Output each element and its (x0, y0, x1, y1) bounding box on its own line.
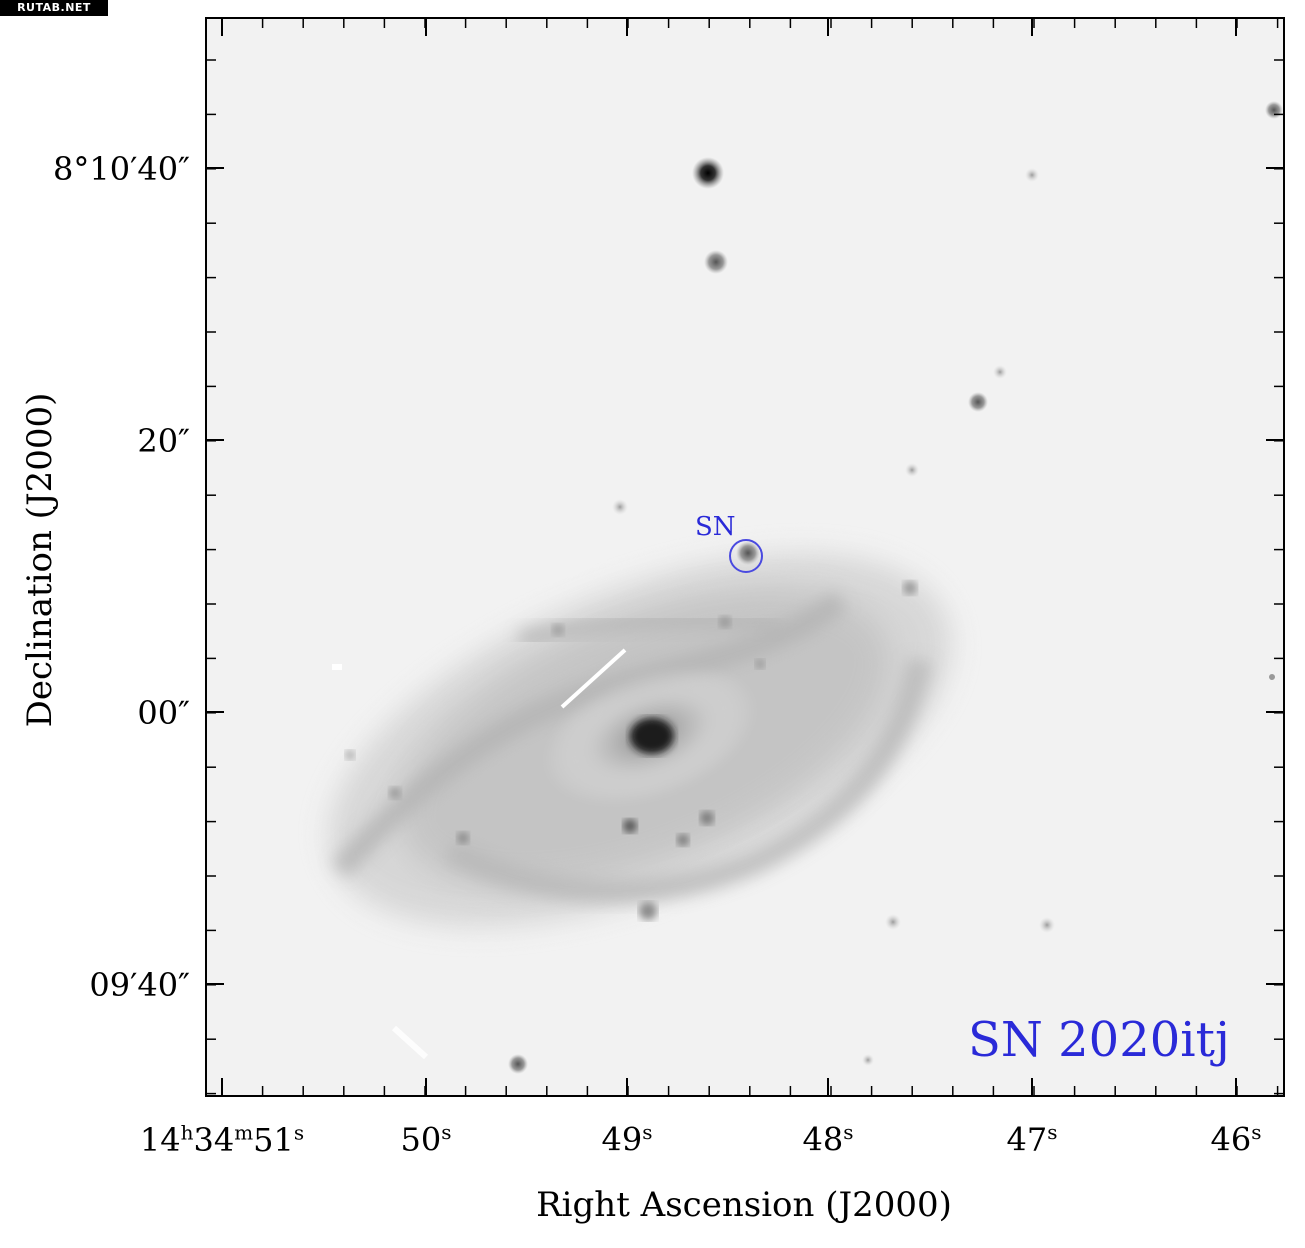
y-axis-label: Declination (J2000) (20, 392, 60, 728)
x-tick-label: 48s (802, 1120, 854, 1159)
star (968, 392, 988, 412)
object-name-label: SN 2020itj (968, 1012, 1230, 1068)
plot-frame (205, 17, 1285, 1097)
watermark-badge: RUTAB.NET (0, 0, 108, 16)
star (704, 250, 728, 274)
y-tick-label: 20″ (137, 422, 190, 460)
star-bright (692, 157, 724, 189)
y-tick-label: 00″ (137, 694, 190, 732)
streak-artifact (560, 648, 627, 709)
sn-marker-circle (729, 539, 763, 573)
x-tick-label: 47s (1006, 1120, 1058, 1159)
x-tick-label: 50s (400, 1120, 452, 1159)
x-minor-ticks (221, 18, 1279, 1096)
x-tick-ra-first: 14h34m51s (139, 1120, 305, 1159)
y-minor-ticks (206, 59, 1284, 1095)
y-tick-label: 09′40″ (89, 966, 190, 1004)
supernova-source (736, 541, 760, 565)
y-tick-label: 8°10′40″ (52, 150, 190, 188)
y-ticks (206, 167, 1284, 985)
x-tick-label: 49s (601, 1120, 653, 1159)
galaxy-nucleus (630, 718, 674, 754)
x-axis-label: Right Ascension (J2000) (536, 1185, 952, 1225)
sky-image (328, 101, 1283, 1074)
x-tick-label: 46s (1210, 1120, 1262, 1159)
x-tick-label: 14h34m51s (140, 1120, 304, 1159)
sn-marker-label: SN (695, 512, 736, 542)
